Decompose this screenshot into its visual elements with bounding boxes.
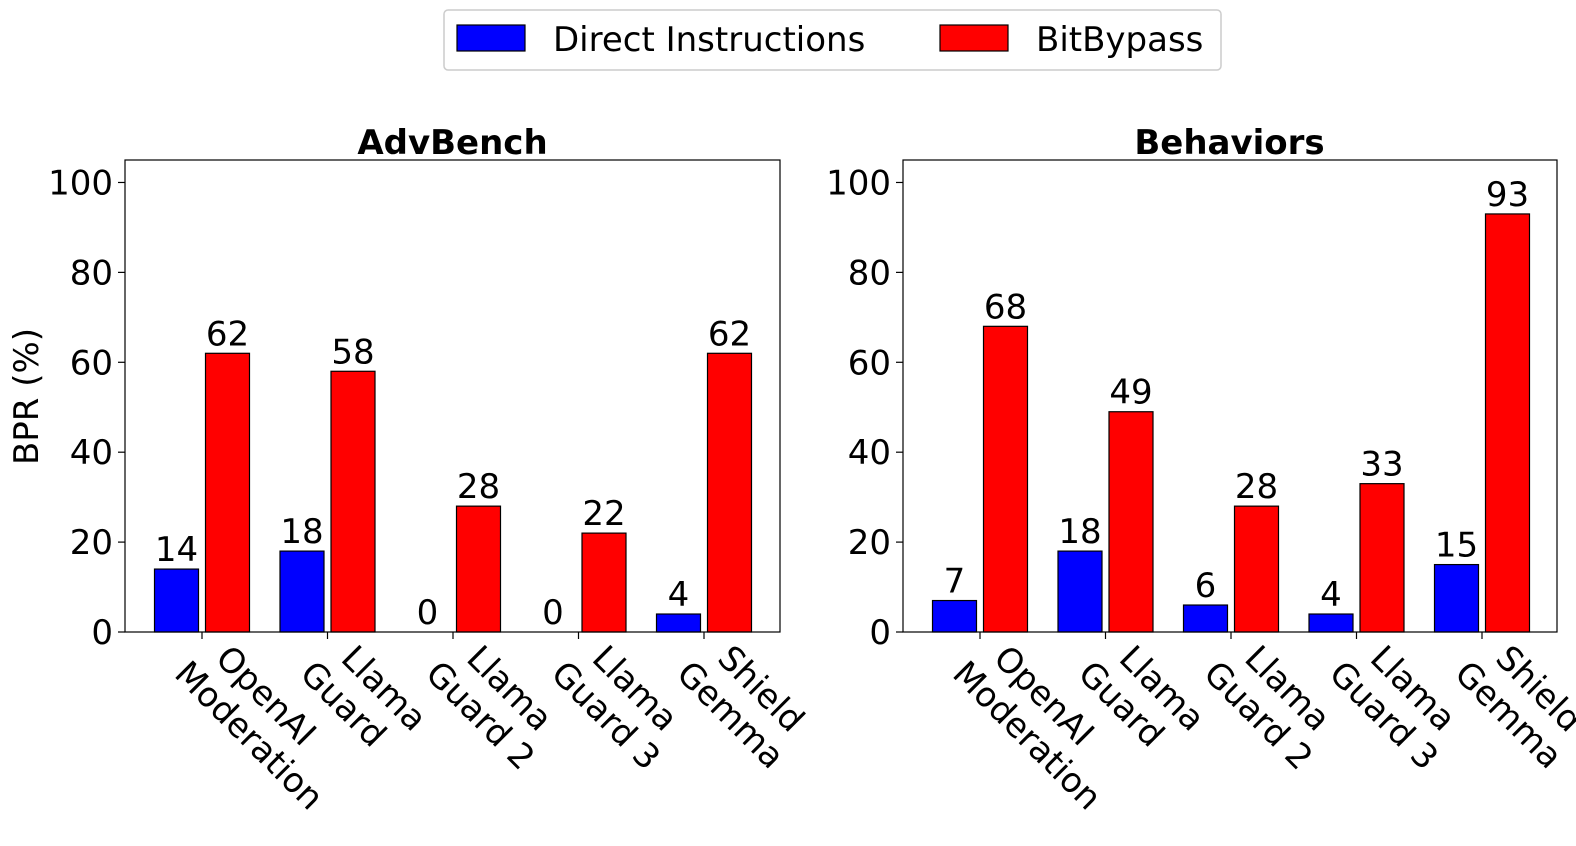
bar-bitbypass [330, 370, 376, 633]
bar-bitbypass [581, 532, 627, 633]
bar-direct-instructions [655, 613, 702, 633]
bar-value-label: 18 [280, 512, 323, 552]
bar-value-label: 0 [542, 593, 564, 633]
bar-direct-instructions [931, 599, 978, 633]
bar-value-label: 0 [417, 593, 439, 633]
bar-value-label: 58 [331, 332, 374, 372]
y-axis-title: BPR (%) [7, 328, 47, 465]
bar-value-label: 62 [206, 314, 249, 354]
bar-value-label: 4 [668, 575, 690, 615]
y-tick-label: 40 [848, 433, 891, 473]
bar-value-label: 14 [155, 530, 198, 570]
bar-direct-instructions [1433, 563, 1480, 633]
bar-value-label: 49 [1109, 373, 1152, 413]
bar-bitbypass [1359, 483, 1405, 633]
bar-value-label: 15 [1435, 526, 1478, 566]
bar-value-label: 62 [708, 314, 751, 354]
bar-bitbypass [455, 505, 502, 633]
y-tick-label: 60 [70, 343, 113, 383]
plot-frame [902, 159, 1558, 633]
bar-bitbypass [1484, 213, 1531, 633]
legend-label-bitbypass: BitBypass [1036, 20, 1203, 60]
y-tick-label: 80 [848, 253, 891, 293]
bar-bitbypass [982, 325, 1029, 633]
y-tick-label: 40 [70, 433, 113, 473]
bar-direct-instructions [1308, 613, 1354, 633]
legend: Direct Instructions BitBypass [443, 9, 1222, 71]
bar-value-label: 28 [457, 467, 500, 507]
panel-title: Behaviors [1134, 123, 1324, 163]
legend-swatch-bitbypass [939, 24, 1009, 52]
bar-value-label: 33 [1360, 445, 1403, 485]
y-tick-label: 20 [70, 523, 113, 563]
bar-value-label: 28 [1235, 467, 1278, 507]
panel-behaviors: Behaviors 0 20 40 60 80 100 7 68 OpenAIModeratio… [826, 123, 1576, 818]
bar-direct-instructions [279, 550, 325, 633]
bar-bitbypass [1233, 505, 1280, 633]
panel-advbench: AdvBench BPR (%) 0204060801001462OpenAIM… [7, 123, 812, 818]
panel-title: AdvBench [357, 123, 547, 163]
bar-value-label: 7 [944, 562, 966, 602]
legend-frame [443, 9, 1222, 71]
bar-bitbypass [706, 352, 753, 633]
bar-direct-instructions [1182, 604, 1229, 633]
bar-value-label: 18 [1058, 512, 1101, 552]
bar-direct-instructions [153, 568, 200, 633]
y-tick-label: 0 [869, 613, 891, 653]
y-tick-label: 100 [826, 163, 891, 203]
y-tick-label: 80 [70, 253, 113, 293]
y-tick-label: 60 [848, 343, 891, 383]
bar-value-label: 22 [582, 494, 625, 534]
bar-value-label: 68 [984, 287, 1027, 327]
y-tick-label: 100 [48, 163, 113, 203]
bar-bitbypass [1108, 411, 1154, 633]
bar-value-label: 4 [1320, 575, 1342, 615]
bar-value-label: 6 [1195, 566, 1217, 606]
bar-value-label: 93 [1486, 175, 1529, 215]
y-tick-label: 20 [848, 523, 891, 563]
plot-frame [124, 159, 781, 633]
y-tick-label: 0 [91, 613, 113, 653]
bar-bitbypass [204, 352, 251, 633]
legend-label-direct-instructions: Direct Instructions [553, 20, 865, 60]
legend-swatch-direct-instructions [456, 24, 526, 52]
bar-direct-instructions [1057, 550, 1103, 633]
